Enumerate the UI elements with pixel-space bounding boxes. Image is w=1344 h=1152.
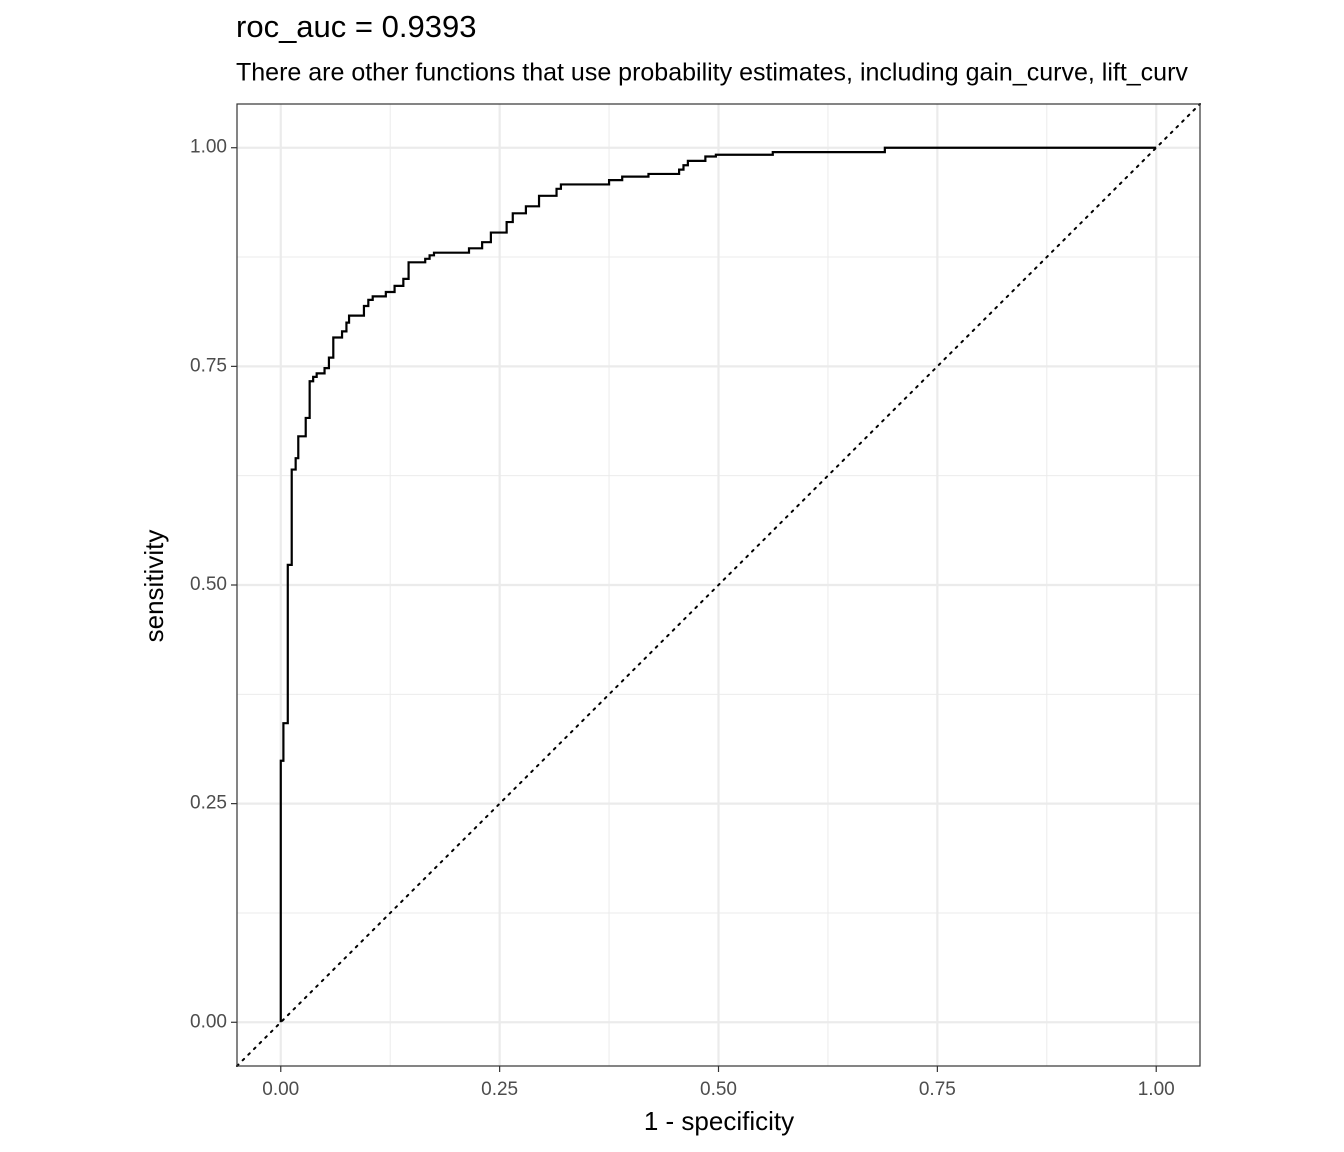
x-tick-label: 0.25: [481, 1079, 518, 1100]
reference-diagonal: [236, 103, 1201, 1067]
y-axis-title: sensitivity: [139, 530, 169, 643]
y-tick-label: 1.00: [190, 137, 227, 158]
x-tick-label: 1.00: [1138, 1079, 1175, 1100]
y-tick-label: 0.00: [190, 1011, 227, 1032]
x-tick-label: 0.50: [700, 1079, 737, 1100]
chart-subtitle: There are other functions that use proba…: [236, 59, 1188, 87]
y-tick-label: 0.25: [190, 793, 227, 814]
x-tick-label: 0.75: [919, 1079, 956, 1100]
panel-border: [236, 103, 1201, 1067]
chart-title: roc_auc = 0.9393: [236, 9, 476, 44]
x-axis-title: 1 - specificity: [644, 1106, 794, 1136]
y-tick-label: 0.75: [190, 355, 227, 376]
roc-curve: [279, 146, 1157, 1023]
y-tick-label: 0.50: [190, 574, 227, 595]
x-tick-label: 0.00: [262, 1079, 299, 1100]
